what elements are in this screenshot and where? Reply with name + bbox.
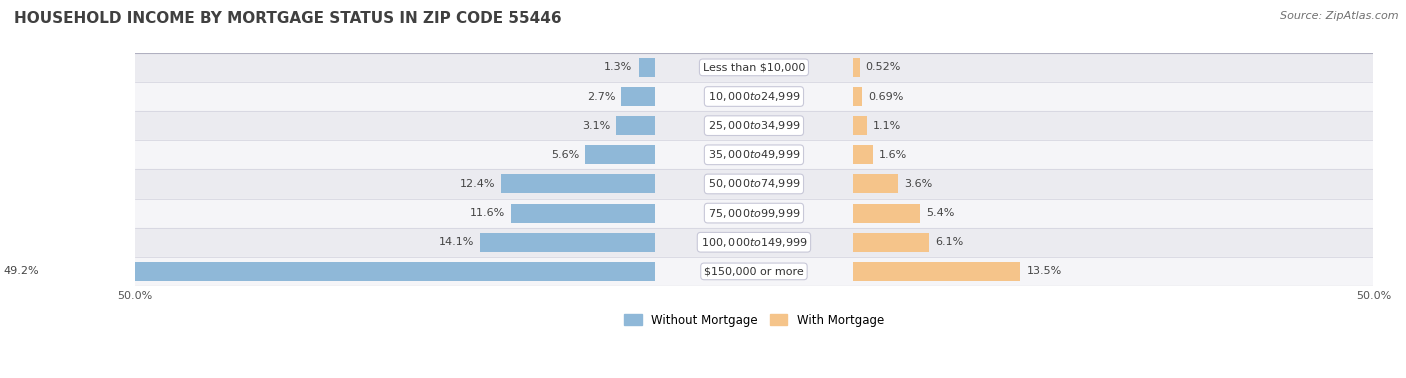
Bar: [853, 87, 862, 106]
Bar: [45, 262, 655, 281]
Bar: [853, 233, 928, 252]
Bar: [135, 169, 1374, 198]
Text: 5.6%: 5.6%: [551, 150, 579, 160]
Bar: [853, 175, 897, 194]
Bar: [135, 82, 1374, 111]
Text: 14.1%: 14.1%: [439, 237, 474, 247]
Text: Less than $10,000: Less than $10,000: [703, 62, 806, 72]
Bar: [135, 111, 1374, 140]
Text: $150,000 or more: $150,000 or more: [704, 266, 804, 276]
Bar: [853, 204, 920, 223]
Text: 49.2%: 49.2%: [3, 266, 39, 276]
Text: $75,000 to $99,999: $75,000 to $99,999: [707, 207, 800, 220]
Text: $35,000 to $49,999: $35,000 to $49,999: [707, 148, 800, 161]
Bar: [481, 233, 655, 252]
Text: 6.1%: 6.1%: [935, 237, 963, 247]
Text: $10,000 to $24,999: $10,000 to $24,999: [707, 90, 800, 103]
Text: 12.4%: 12.4%: [460, 179, 495, 189]
Text: 0.52%: 0.52%: [866, 62, 901, 72]
Bar: [853, 116, 866, 135]
Bar: [135, 53, 1374, 82]
Text: HOUSEHOLD INCOME BY MORTGAGE STATUS IN ZIP CODE 55446: HOUSEHOLD INCOME BY MORTGAGE STATUS IN Z…: [14, 11, 561, 26]
Text: 1.3%: 1.3%: [605, 62, 633, 72]
Bar: [616, 116, 655, 135]
Text: 3.1%: 3.1%: [582, 121, 610, 131]
Text: Source: ZipAtlas.com: Source: ZipAtlas.com: [1281, 11, 1399, 21]
Text: 11.6%: 11.6%: [470, 208, 505, 218]
Text: $100,000 to $149,999: $100,000 to $149,999: [700, 236, 807, 249]
Text: 1.1%: 1.1%: [873, 121, 901, 131]
Bar: [135, 257, 1374, 286]
Text: 3.6%: 3.6%: [904, 179, 932, 189]
Bar: [853, 58, 859, 77]
Bar: [512, 204, 655, 223]
Bar: [135, 140, 1374, 169]
Text: $25,000 to $34,999: $25,000 to $34,999: [707, 119, 800, 132]
Text: 1.6%: 1.6%: [879, 150, 907, 160]
Bar: [621, 87, 655, 106]
Bar: [638, 58, 655, 77]
Bar: [135, 228, 1374, 257]
Text: 13.5%: 13.5%: [1026, 266, 1062, 276]
Bar: [501, 175, 655, 194]
Bar: [853, 145, 873, 164]
Bar: [853, 262, 1021, 281]
Text: 0.69%: 0.69%: [868, 91, 903, 102]
Text: 5.4%: 5.4%: [927, 208, 955, 218]
Text: $50,000 to $74,999: $50,000 to $74,999: [707, 177, 800, 191]
Text: 2.7%: 2.7%: [586, 91, 616, 102]
Bar: [135, 198, 1374, 228]
Legend: Without Mortgage, With Mortgage: Without Mortgage, With Mortgage: [619, 309, 889, 332]
Bar: [585, 145, 655, 164]
